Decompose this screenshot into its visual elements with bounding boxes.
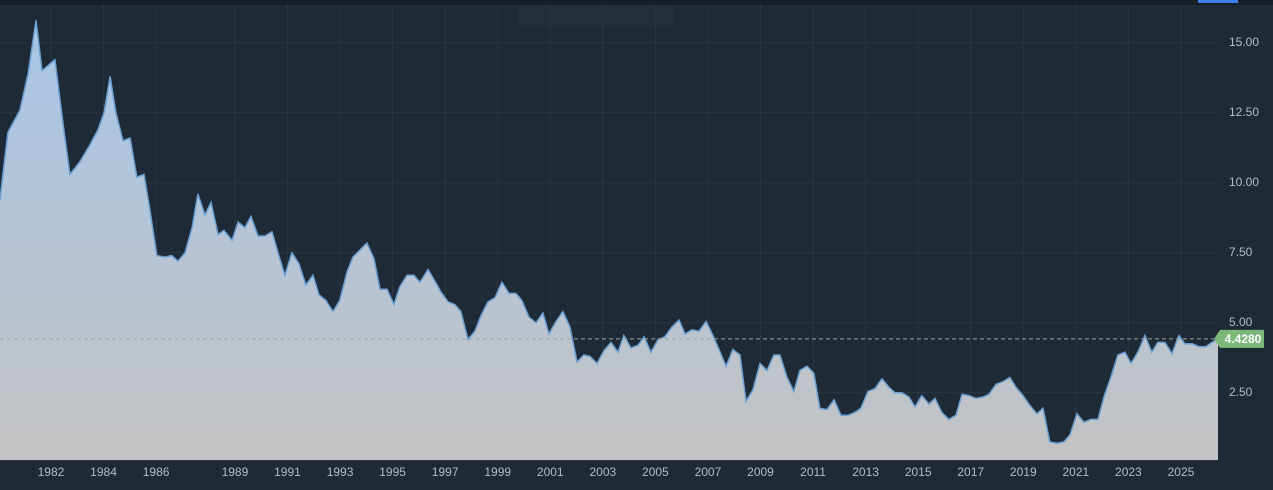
y-tick-label: 2.50 (1229, 385, 1253, 399)
x-tick-label: 1993 (327, 465, 354, 479)
toolbar-placeholder (518, 5, 674, 27)
x-tick-label: 2017 (957, 465, 984, 479)
x-tick-label: 1986 (143, 465, 170, 479)
scale-indicator[interactable] (1198, 0, 1238, 3)
y-tick-label: 10.00 (1229, 175, 1259, 189)
price-label: 4.4280 (1225, 332, 1262, 346)
x-tick-label: 2023 (1115, 465, 1142, 479)
y-tick-label: 12.50 (1229, 105, 1259, 119)
x-tick-label: 1991 (274, 465, 301, 479)
area-line (0, 20, 1219, 444)
x-tick-label: 2001 (537, 465, 564, 479)
x-tick-label: 2005 (642, 465, 669, 479)
x-tick-label: 2007 (695, 465, 722, 479)
x-tick-label: 2019 (1010, 465, 1037, 479)
x-tick-label: 2021 (1062, 465, 1089, 479)
x-tick-label: 1997 (432, 465, 459, 479)
x-tick-label: 2011 (800, 465, 826, 479)
x-tick-label: 2009 (747, 465, 774, 479)
x-tick-label: 1984 (90, 465, 117, 479)
x-tick-label: 2025 (1168, 465, 1195, 479)
y-tick-label: 7.50 (1229, 245, 1253, 259)
price-badge (1214, 329, 1264, 348)
top-bar (0, 0, 1273, 5)
area-fill (0, 20, 1218, 461)
x-tick-label: 2013 (852, 465, 879, 479)
x-tick-label: 1989 (222, 465, 249, 479)
y-tick-label: 15.00 (1229, 35, 1259, 49)
y-tick-label: 5.00 (1229, 315, 1253, 329)
x-tick-label: 1999 (484, 465, 511, 479)
x-tick-label: 2015 (905, 465, 932, 479)
x-tick-label: 1995 (379, 465, 406, 479)
x-tick-label: 1982 (38, 465, 65, 479)
x-tick-label: 2003 (589, 465, 616, 479)
